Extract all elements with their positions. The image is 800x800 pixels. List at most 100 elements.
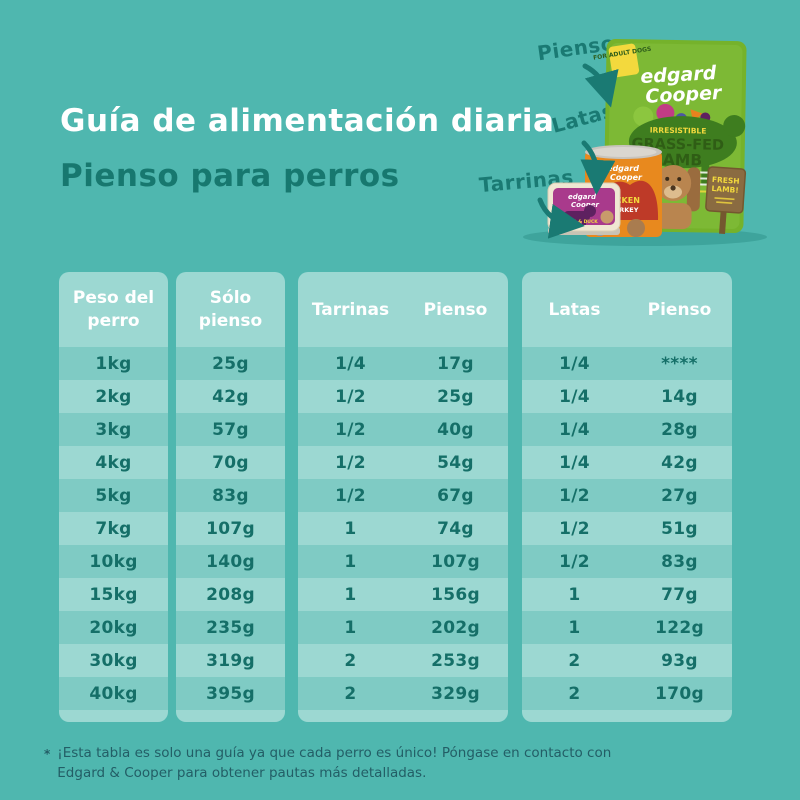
table-cell: 1/4 (559, 353, 590, 374)
table-row: 15kg (59, 578, 168, 611)
table-cell: 107g (206, 518, 255, 539)
table-cell: 30kg (89, 650, 138, 671)
table-cell: 74g (437, 518, 474, 539)
column-header-trays: Tarrinas Pienso (298, 272, 508, 347)
table-panel-weight: Peso del perro 1kg 2kg 3kg 4kg 5kg 7kg 10kg 15k… (59, 272, 168, 722)
table-cell: 3kg (95, 419, 132, 440)
table-cell: 25g (437, 386, 474, 407)
table-panel-kibble-only: Sólo pienso 25g 42g 57g 70g 83g 107g 140g 208g 2… (176, 272, 285, 722)
table-cell: 1 (344, 617, 357, 638)
table-row: 40kg (59, 677, 168, 710)
tarrinas-arrow (537, 197, 585, 239)
table-cell: 83g (212, 485, 249, 506)
table-cell: 2kg (95, 386, 132, 407)
table-cell: 42g (212, 386, 249, 407)
footnote-text: ¡Esta tabla es solo una guía ya que cada… (57, 745, 612, 781)
table-row: 1 74g (298, 512, 508, 545)
table-cell: 20kg (89, 617, 138, 638)
table-cell: 1 (568, 584, 581, 605)
table-row: 1 202g (298, 611, 508, 644)
svg-text:LAMB!: LAMB! (711, 184, 739, 195)
table-cell: 170g (655, 683, 704, 704)
header-text: perro (87, 310, 140, 331)
pienso-arrow (582, 63, 619, 108)
header-text: pienso (198, 310, 263, 331)
fresh-lamb-sign: FRESH LAMB! (705, 166, 747, 234)
table-row: 1 107g (298, 545, 508, 578)
table-cell: 2 (568, 650, 581, 671)
table-row: 1/2 25g (298, 380, 508, 413)
can-brand-logo: edgard Cooper (607, 164, 643, 182)
table-row: 5kg (59, 479, 168, 512)
table-cell: 17g (437, 353, 474, 374)
column-header-kibble-only: Sólo pienso (176, 272, 285, 347)
table-row: 2 93g (522, 644, 732, 677)
table-cell: 77g (661, 584, 698, 605)
table-row: 1/2 83g (522, 545, 732, 578)
tray-image: edgard Cooper LAMB & DUCK (547, 182, 621, 235)
table-cell: 1/2 (335, 419, 366, 440)
table-cell: 15kg (89, 584, 138, 605)
table-cell: 1kg (95, 353, 132, 374)
table-cell: 7kg (95, 518, 132, 539)
page-subtitle: Pienso para perros (60, 158, 400, 194)
trays-rows: 1/4 17g 1/2 25g 1/2 40g 1/2 54g 1/2 67g 1 74g 1 107g 1… (298, 347, 508, 710)
table-cell: 14g (661, 386, 698, 407)
table-row: 140g (176, 545, 285, 578)
table-cell: 40g (437, 419, 474, 440)
table-cell: 156g (431, 584, 480, 605)
kibble-bag-image: FOR ADULT DOGS edgard Cooper (593, 38, 747, 234)
table-cell: 27g (661, 485, 698, 506)
table-row: 1/2 40g (298, 413, 508, 446)
table-cell: 1/4 (559, 386, 590, 407)
table-cell: 1/2 (559, 485, 590, 506)
svg-text:FRESH: FRESH (712, 175, 740, 186)
table-row: 2 329g (298, 677, 508, 710)
table-cell: 2 (344, 650, 357, 671)
table-row: 1/2 51g (522, 512, 732, 545)
table-cell: 1/4 (559, 452, 590, 473)
table-cell: 329g (431, 683, 480, 704)
bag-tagline: IRRESISTIBLE (650, 126, 707, 136)
table-cell: 319g (206, 650, 255, 671)
product-photo-group: FOR ADULT DOGS edgard Cooper (523, 38, 767, 246)
table-row: 83g (176, 479, 285, 512)
table-cell: 67g (437, 485, 474, 506)
table-row: 1/4 28g (522, 413, 732, 446)
bag-brand-logo: edgard Cooper (640, 62, 724, 108)
header-cans-kibble: Pienso (647, 299, 712, 320)
svg-text:edgard: edgard (640, 62, 717, 88)
svg-text:Cooper: Cooper (610, 173, 643, 182)
table-row: 1 156g (298, 578, 508, 611)
table-row: 395g (176, 677, 285, 710)
table-cell: 235g (206, 617, 255, 638)
table-cell: **** (661, 353, 698, 374)
footnote: * ¡Esta tabla es solo una guía ya que ca… (44, 743, 644, 783)
table-row: 1/2 67g (298, 479, 508, 512)
header-text: Peso del (72, 287, 155, 308)
bag-title-line2: LAMB (653, 151, 702, 170)
table-cell: 42g (661, 452, 698, 473)
table-row: 1/4 42g (522, 446, 732, 479)
table-row: 1kg (59, 347, 168, 380)
table-cell: 28g (661, 419, 698, 440)
table-row: 1/4 **** (522, 347, 732, 380)
table-row: 2 170g (522, 677, 732, 710)
cans-rows: 1/4 **** 1/4 14g 1/4 28g 1/4 42g 1/2 27g 1/2 51g 1/2… (522, 347, 732, 710)
table-panel-cans: Latas Pienso 1/4 **** 1/4 14g 1/4 28g 1/4 42g 1/… (522, 272, 732, 722)
kibble-only-rows: 25g 42g 57g 70g 83g 107g 140g 208g 235g 319g 395g (176, 347, 285, 710)
table-cell: 1/2 (559, 551, 590, 572)
table-row: 42g (176, 380, 285, 413)
table-cell: 253g (431, 650, 480, 671)
table-row: 30kg (59, 644, 168, 677)
column-header-weight: Peso del perro (59, 272, 168, 347)
table-row: 319g (176, 644, 285, 677)
table-cell: 93g (661, 650, 698, 671)
table-cell: 202g (431, 617, 480, 638)
table-cell: 122g (655, 617, 704, 638)
svg-text:edgard: edgard (607, 164, 639, 173)
table-row: 25g (176, 347, 285, 380)
table-cell: 51g (661, 518, 698, 539)
table-row: 1/2 54g (298, 446, 508, 479)
table-cell: 1/4 (559, 419, 590, 440)
